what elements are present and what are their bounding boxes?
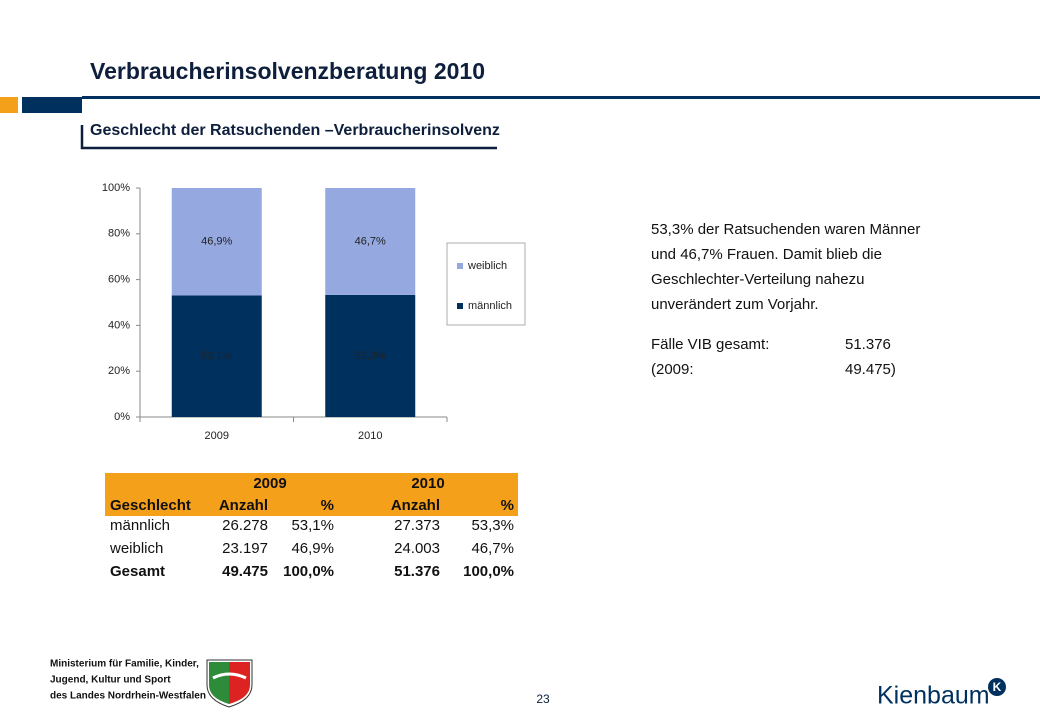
legend-label: weiblich: [467, 260, 507, 272]
accent-orange: [0, 97, 18, 113]
header-rule: [82, 96, 1040, 99]
y-tick-label: 20%: [108, 365, 130, 377]
table-cell: weiblich: [109, 540, 163, 557]
bar-segment: [171, 295, 262, 417]
bar-segment: [171, 188, 262, 296]
y-tick-label: 80%: [108, 228, 130, 240]
cases-label: Fälle VIB gesamt:: [651, 336, 769, 353]
x-tick-label: 2009: [205, 430, 229, 442]
table-cell: männlich: [110, 517, 170, 534]
table-cell: 23.197: [222, 540, 268, 557]
table-column: Geschlecht: [110, 497, 191, 514]
cases-label: (2009:: [651, 361, 694, 378]
cases-value: 49.475): [845, 361, 896, 378]
ministry-line: Jugend, Kultur und Sport: [50, 675, 171, 686]
summary-line: und 46,7% Frauen. Damit blieb die: [651, 246, 882, 263]
bar-segment: [325, 188, 416, 295]
table-cell: 46,9%: [291, 540, 334, 557]
y-tick-label: 40%: [108, 319, 130, 331]
table-cell: 46,7%: [471, 540, 514, 557]
table-cell: 49.475: [222, 563, 268, 580]
y-tick-label: 0%: [114, 411, 130, 423]
table-cell: 100,0%: [463, 563, 514, 580]
data-label: 53,3%: [355, 350, 386, 362]
ministry-line: Ministerium für Familie, Kinder,: [50, 659, 199, 670]
accent-navy: [22, 97, 82, 113]
brand-badge: [988, 678, 1006, 696]
table-cell: 53,3%: [471, 517, 514, 534]
page-number: 23: [536, 692, 550, 706]
legend-label: männlich: [468, 300, 512, 312]
table-year: 2009: [253, 475, 286, 492]
table-column: %: [321, 497, 334, 514]
cases-value: 51.376: [845, 336, 891, 353]
legend-swatch: [457, 263, 463, 269]
table-column: Anzahl: [391, 497, 440, 514]
y-tick-label: 60%: [108, 274, 130, 286]
table-cell: 53,1%: [291, 517, 334, 534]
brand: Kienbaum: [877, 682, 990, 710]
table-cell: 24.003: [394, 540, 440, 557]
table-column: %: [501, 497, 514, 514]
brand-mark: K: [993, 680, 1002, 694]
data-label: 46,9%: [201, 236, 232, 248]
legend-swatch: [457, 303, 463, 309]
bar-segment: [325, 294, 416, 417]
table-cell: 51.376: [394, 563, 440, 580]
data-label: 53,1%: [201, 350, 232, 362]
legend-box: [446, 242, 526, 326]
subtitle: Geschlecht der Ratsuchenden –Verbraucher…: [90, 122, 500, 139]
coat-of-arms: [206, 659, 253, 708]
table-cell: 26.278: [222, 517, 268, 534]
table-cell: 27.373: [394, 517, 440, 534]
summary-line: Geschlechter-Verteilung nahezu: [651, 271, 864, 288]
table-cell: 100,0%: [283, 563, 334, 580]
table-column: Anzahl: [219, 497, 268, 514]
x-tick-label: 2010: [358, 430, 382, 442]
y-tick-label: 100%: [102, 182, 130, 194]
summary-line: unverändert zum Vorjahr.: [651, 296, 819, 313]
table-header-bg: [105, 473, 518, 516]
data-label: 46,7%: [355, 235, 386, 247]
subtitle-bracket: [80, 125, 497, 150]
summary-line: 53,3% der Ratsuchenden waren Männer: [651, 221, 920, 238]
table-cell: Gesamt: [110, 563, 165, 580]
title: Verbraucherinsolvenzberatung 2010: [90, 58, 485, 84]
table-year: 2010: [411, 475, 444, 492]
ministry-line: des Landes Nordrhein-Westfalen: [50, 691, 206, 702]
